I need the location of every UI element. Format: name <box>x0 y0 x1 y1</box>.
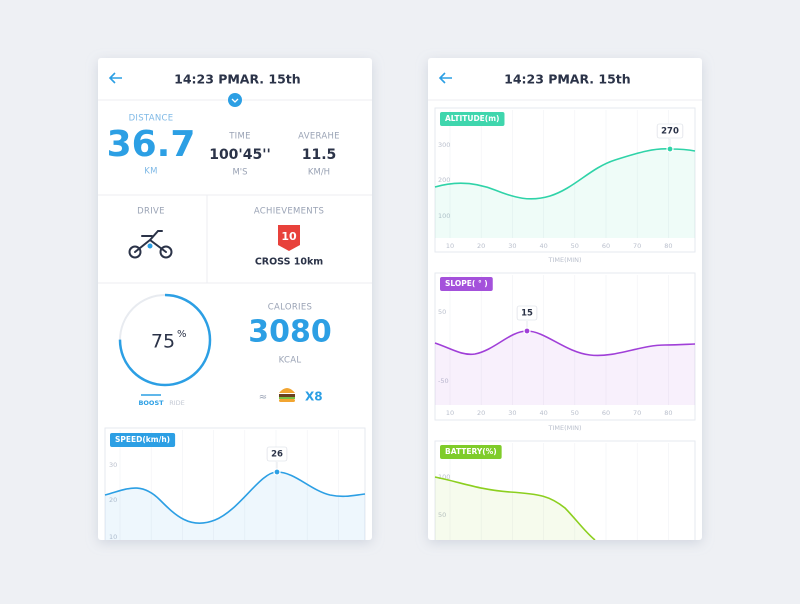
back-button[interactable] <box>108 72 122 84</box>
peak-dot <box>523 327 531 335</box>
peak-label: 270 <box>661 127 679 137</box>
speed-chart: 30 20 10 SPEED(km/h) 26 <box>104 427 366 541</box>
x-tick-label: 40 <box>539 409 547 417</box>
left-content: 14:23 PM MAR. 15th DISTANCE 36.7 KM TIME… <box>98 72 372 541</box>
average-unit: KM/H <box>308 168 330 178</box>
calories-multiplier: X8 <box>305 390 323 404</box>
calories-unit: KCAL <box>279 356 302 366</box>
peak-label-box <box>266 446 288 462</box>
y-tick-label: 50 <box>438 308 446 316</box>
x-tick-label: 10 <box>446 409 454 417</box>
peak-label: 15 <box>521 309 533 319</box>
curve-line <box>434 476 596 540</box>
header-date: MAR. 15th <box>227 72 300 87</box>
curve-area <box>435 148 695 238</box>
x-tick-label: 60 <box>602 409 610 417</box>
header-time: 14:23 PM <box>504 72 570 87</box>
collapse-toggle[interactable] <box>228 93 242 107</box>
x-tick-label: 60 <box>602 242 610 250</box>
distance-label: DISTANCE <box>129 114 174 124</box>
y-tick-label: 20 <box>109 496 117 504</box>
time-unit: M'S <box>232 168 247 178</box>
time-label: TIME <box>228 132 251 142</box>
y-tick-label: 30 <box>109 461 117 469</box>
x-tick-label: 40 <box>539 242 547 250</box>
x-tick-label: 80 <box>664 242 672 250</box>
chart-2: 100 50 BATTERY(%) <box>434 440 696 540</box>
x-tick-label: 30 <box>508 242 516 250</box>
achievement-text: CROSS 10km <box>255 257 323 268</box>
chart-title-pill <box>440 445 502 459</box>
x-tick-label: 70 <box>633 409 641 417</box>
badge-number: 10 <box>281 230 297 243</box>
time-value: 100'45'' <box>209 147 271 163</box>
x-axis-label: TIME(MIN) <box>547 256 581 264</box>
achievement-badge <box>278 225 300 251</box>
curve-line <box>104 471 366 525</box>
progress-unit: % <box>177 329 187 340</box>
distance-value: 36.7 <box>107 124 196 165</box>
progress-value: 75 <box>151 331 175 353</box>
back-button[interactable] <box>438 72 452 84</box>
peak-dot <box>273 468 281 476</box>
curve-area <box>105 472 365 540</box>
peak-label-box <box>516 305 538 321</box>
card <box>98 58 372 540</box>
y-tick-label: 100 <box>438 473 450 481</box>
tab-boost[interactable]: BOOST <box>138 399 164 407</box>
achievements-label: ACHIEVEMENTS <box>254 207 324 217</box>
toggle-chevron <box>231 98 239 103</box>
approx-sign: ≈ <box>259 392 267 403</box>
right-content: 14:23 PM MAR. 15th 300 200 100 10 20 30 40 50 60… <box>428 72 702 540</box>
chart-title: SLOPE( ° ) <box>445 279 488 288</box>
chart-title-pill <box>110 433 176 447</box>
tab-ride[interactable]: RIDE <box>169 399 185 407</box>
average-value: 11.5 <box>302 147 337 163</box>
chart-frame <box>434 107 696 253</box>
curve-line <box>434 330 696 357</box>
right-screen: 14:23 PM MAR. 15th 300 200 100 10 20 30 40 50 60… <box>428 58 702 540</box>
y-tick-label: 50 <box>438 511 446 519</box>
peak-label: 26 <box>271 450 283 460</box>
y-tick-label: 100 <box>438 212 450 220</box>
calories-value: 3080 <box>248 315 332 350</box>
y-tick-label: 300 <box>438 141 450 149</box>
average-label: AVERAHE <box>298 132 340 142</box>
drive-label: DRIVE <box>137 207 165 217</box>
chart-title: BATTERY(%) <box>445 447 497 456</box>
x-tick-label: 50 <box>571 409 579 417</box>
x-axis-label: TIME(MIN) <box>547 424 581 432</box>
x-tick-label: 20 <box>477 242 485 250</box>
x-tick-label: 10 <box>446 242 454 250</box>
bike-icon <box>128 230 173 259</box>
y-tick-label: 10 <box>109 533 117 541</box>
chart-0: 300 200 100 10 20 30 40 50 60 70 80 ALTITUDE(m) 270 <box>434 107 696 253</box>
curve-area <box>435 477 595 540</box>
distance-unit: KM <box>144 167 158 177</box>
chart-1: 50 -50 10 20 30 40 50 60 70 80 SLOPE( ° ) 15 <box>434 272 696 421</box>
header-date: MAR. 15th <box>557 72 630 87</box>
chart-title: ALTITUDE(m) <box>445 114 499 123</box>
chart-title-pill <box>440 277 493 291</box>
left-screen: 14:23 PM MAR. 15th DISTANCE 36.7 KM TIME… <box>98 58 372 541</box>
curve-area <box>435 331 695 405</box>
calories-label: CALORIES <box>268 303 312 313</box>
x-tick-label: 30 <box>508 409 516 417</box>
chart-title: SPEED(km/h) <box>115 435 170 444</box>
burger-icon <box>279 388 295 402</box>
y-tick-label: 200 <box>438 176 450 184</box>
x-tick-label: 80 <box>664 409 672 417</box>
x-tick-label: 50 <box>571 242 579 250</box>
x-tick-label: 20 <box>477 409 485 417</box>
header-time: 14:23 PM <box>174 72 240 87</box>
peak-dot <box>666 145 674 153</box>
progress-arc <box>118 293 212 387</box>
peak-label-box <box>656 123 684 139</box>
x-tick-label: 70 <box>633 242 641 250</box>
chart-title-pill <box>440 112 505 126</box>
y-tick-label: -50 <box>438 377 449 385</box>
